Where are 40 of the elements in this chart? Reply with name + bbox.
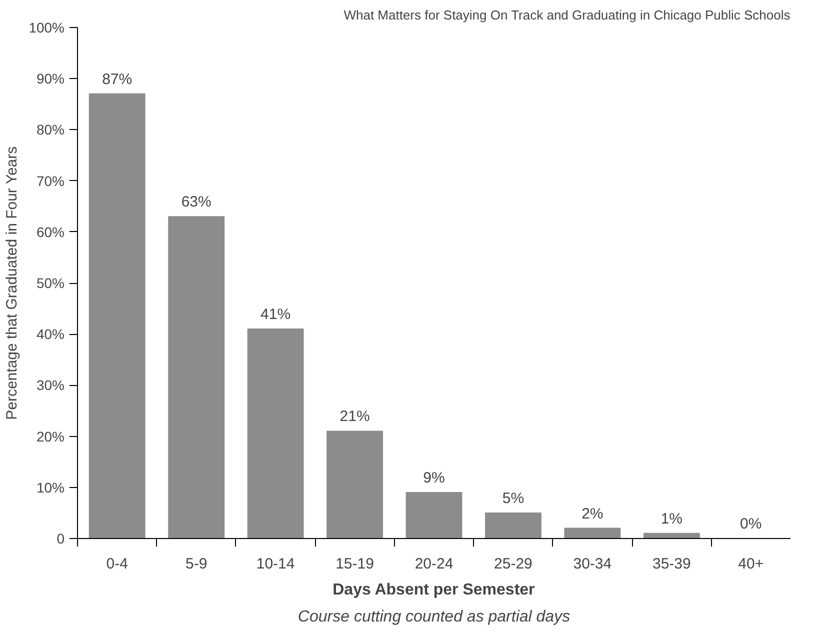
y-tick-label: 80% (36, 122, 65, 138)
y-tick-label: 70% (36, 172, 65, 189)
bar (564, 528, 621, 538)
x-tick-label: 25-29 (494, 556, 532, 572)
data-label: 41% (260, 306, 291, 323)
x-tick-label: 35-39 (652, 556, 691, 572)
y-tick-label: 20% (36, 428, 65, 444)
x-tick-label: 5-9 (185, 556, 208, 572)
y-tick-label: 30% (36, 377, 65, 394)
data-label: 63% (181, 194, 212, 211)
bar (168, 216, 225, 538)
data-label: 21% (340, 408, 370, 426)
y-tick-label: 100% (28, 20, 65, 36)
x-tick-label: 20-24 (414, 556, 454, 572)
y-tick-label: 10% (36, 479, 65, 496)
data-label: 1% (660, 510, 683, 528)
x-tick-label: 0-4 (106, 556, 128, 572)
text: Course cutting counted as partial days (298, 608, 570, 626)
chart-title: What Matters for Staying On Track and Graduating in Chicago Public Schools (344, 8, 791, 22)
y-tick-label: 0 (56, 530, 65, 546)
x-axis-title: Days Absent per Semester (332, 582, 535, 598)
x-tick-label: 30-34 (573, 556, 612, 572)
y-tick-label: 40% (36, 326, 65, 342)
bar (88, 93, 146, 538)
y-tick-label: 90% (36, 70, 65, 87)
bar (484, 512, 542, 538)
bar (406, 492, 462, 538)
x-tick-label: 40+ (738, 556, 764, 572)
x-tick-label: 15-19 (336, 556, 374, 572)
bar (247, 328, 304, 538)
y-axis-title: Percentage that Graduated in Four Years (4, 146, 21, 420)
data-label: 0% (740, 516, 762, 532)
data-label: 87% (102, 70, 132, 88)
data-label: 5% (502, 490, 524, 507)
y-tick-label: 60% (36, 224, 65, 240)
y-tick-label: 50% (36, 275, 65, 291)
x-tick-label: 10-14 (256, 556, 295, 572)
data-label: 2% (582, 505, 604, 522)
bar (326, 430, 384, 538)
data-label: 9% (423, 470, 445, 487)
